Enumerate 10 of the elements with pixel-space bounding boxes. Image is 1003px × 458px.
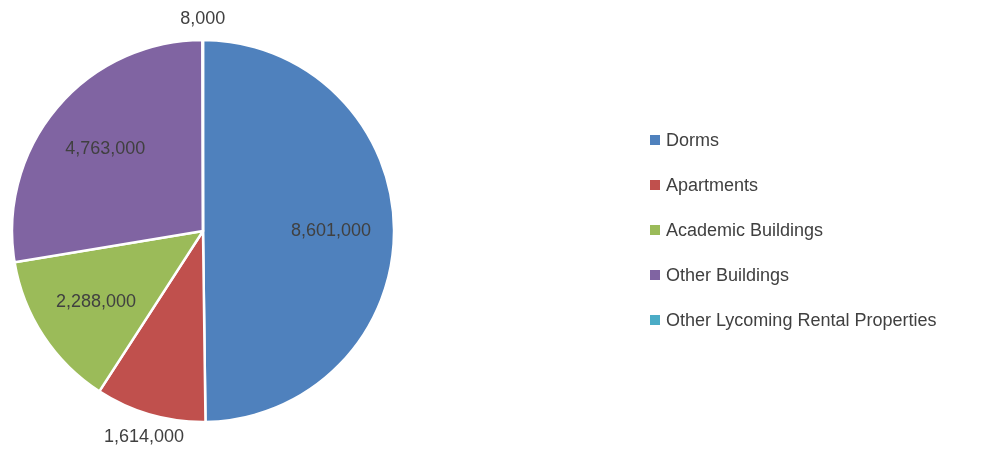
data-label: 1,614,000 bbox=[104, 425, 185, 446]
data-label: 8,601,000 bbox=[290, 220, 372, 241]
legend-label: Other Buildings bbox=[666, 265, 790, 285]
data-label: 2,288,000 bbox=[55, 291, 137, 312]
data-label: 4,763,000 bbox=[65, 138, 146, 159]
legend-label: Dorms bbox=[666, 130, 719, 150]
legend-label: Other Lycoming Rental Properties bbox=[666, 310, 937, 330]
data-label: 8,000 bbox=[180, 8, 226, 28]
legend-label: Apartments bbox=[666, 175, 759, 195]
legend-label: Academic Buildings bbox=[666, 220, 824, 240]
